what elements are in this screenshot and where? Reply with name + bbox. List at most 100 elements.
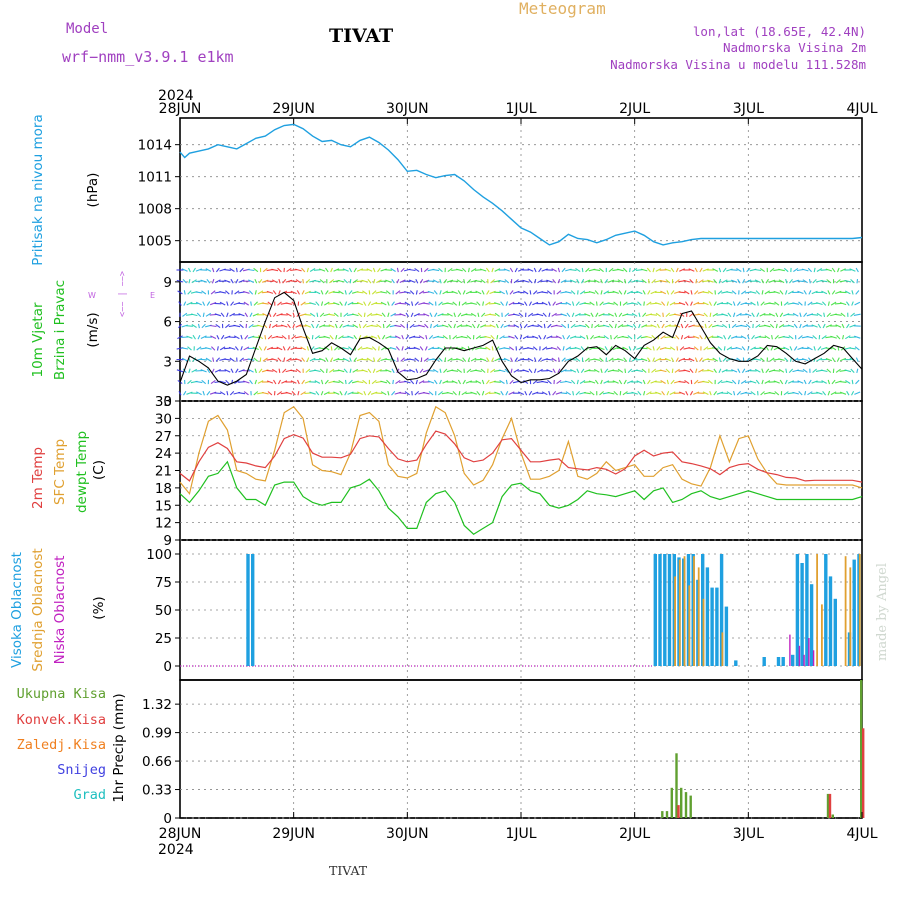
wind-barb [726,301,733,306]
top-tick-label: 29JUN [272,101,315,117]
wind-barb [716,324,724,328]
wind-barb [505,379,508,385]
wind-barb [574,313,581,317]
precip-legend-item: Snijeg [57,762,106,778]
wind-barb [272,290,277,295]
wind-barb [206,301,211,306]
wind-barb [385,335,392,339]
wind-barb [628,346,632,351]
wind-barb [585,267,590,273]
wind-barb [612,369,620,372]
wind-barb [750,301,756,306]
y-tick-label: 27 [155,429,172,445]
wind-barb [457,290,462,295]
wind-barb [380,301,387,306]
wind-barb [591,323,593,329]
wind-barb [581,278,585,284]
wind-barb [835,324,842,328]
wind-barb [309,357,316,362]
wind-barb [589,391,595,396]
wind-barb [527,347,534,350]
wind-barb [760,301,765,306]
wind-barb [397,357,399,362]
wind-barb [820,280,828,283]
wind-barb [708,323,713,329]
wind-barb [338,290,344,295]
wind-barb [765,368,770,374]
precip-bar [862,728,865,818]
wind-barb [313,280,321,283]
wind-barb [442,290,449,295]
wind-barb [594,290,599,295]
wind-barb [228,346,236,350]
wind-barb [275,325,283,327]
wind-barb [713,301,717,306]
wind-barb [309,312,316,317]
wind-barb [318,268,326,272]
wind-barb [423,279,430,283]
wind-barb [825,268,833,272]
wind-barb [344,290,347,295]
wind-barb [225,379,230,385]
wind-barb [638,312,641,318]
wind-barb [737,368,741,374]
wind-barb [801,358,809,362]
wind-barb [764,335,770,340]
wind-barb [185,325,193,327]
wind-barb [461,301,467,306]
wind-barb [850,312,855,317]
wind-barb [807,267,812,273]
wind-barb [768,279,776,283]
elevation-label: Nadmorska Visina 2m [723,40,866,55]
y-tick-label: 0.99 [142,726,172,742]
wind-barb [470,391,477,395]
wind-barb [612,380,619,384]
wind-barb [223,347,231,350]
wind-barb [533,290,538,295]
wind-barb [480,279,486,284]
precip-bar [860,680,863,818]
wind-barb [623,357,628,362]
wind-barb [721,369,728,373]
wind-barb [599,391,604,396]
cloud-bar [789,634,791,666]
wind-barb [722,357,727,362]
wind-barb [347,301,354,306]
wind-barb [295,279,302,284]
wind-barb [210,301,217,306]
wind-barb [797,346,804,351]
wind-barb [747,334,750,340]
wind-barb [683,279,691,283]
wind-barb [238,313,245,317]
plot-marks [179,123,865,819]
wind-barb [660,335,666,340]
wind-barb [727,334,732,340]
wind-barb [282,368,287,373]
wind-barb [396,278,400,284]
wind-barb [456,368,463,373]
wind-barb [410,379,415,385]
wind-barb [428,391,434,396]
wind-barb [214,313,222,317]
wind-barb [732,312,736,318]
wind-barb [774,335,779,340]
wind-barb [693,391,700,395]
wind-barb [593,279,600,283]
wind-barb [806,335,814,339]
wind-barb [428,301,434,306]
wind-barb [546,279,553,283]
wind-barb [432,279,439,284]
wind-barb [353,334,358,340]
wind-barb [541,280,549,283]
wind-barb [778,358,785,361]
wind-barb [233,324,241,328]
wind-barb [485,267,490,273]
wind-barb [589,301,595,306]
wind-barb [704,323,707,329]
wind-barb [494,391,501,395]
wind-barb [510,357,513,362]
wind-barb [485,301,491,306]
wind-barb [784,357,789,362]
wind-barb [826,368,832,373]
